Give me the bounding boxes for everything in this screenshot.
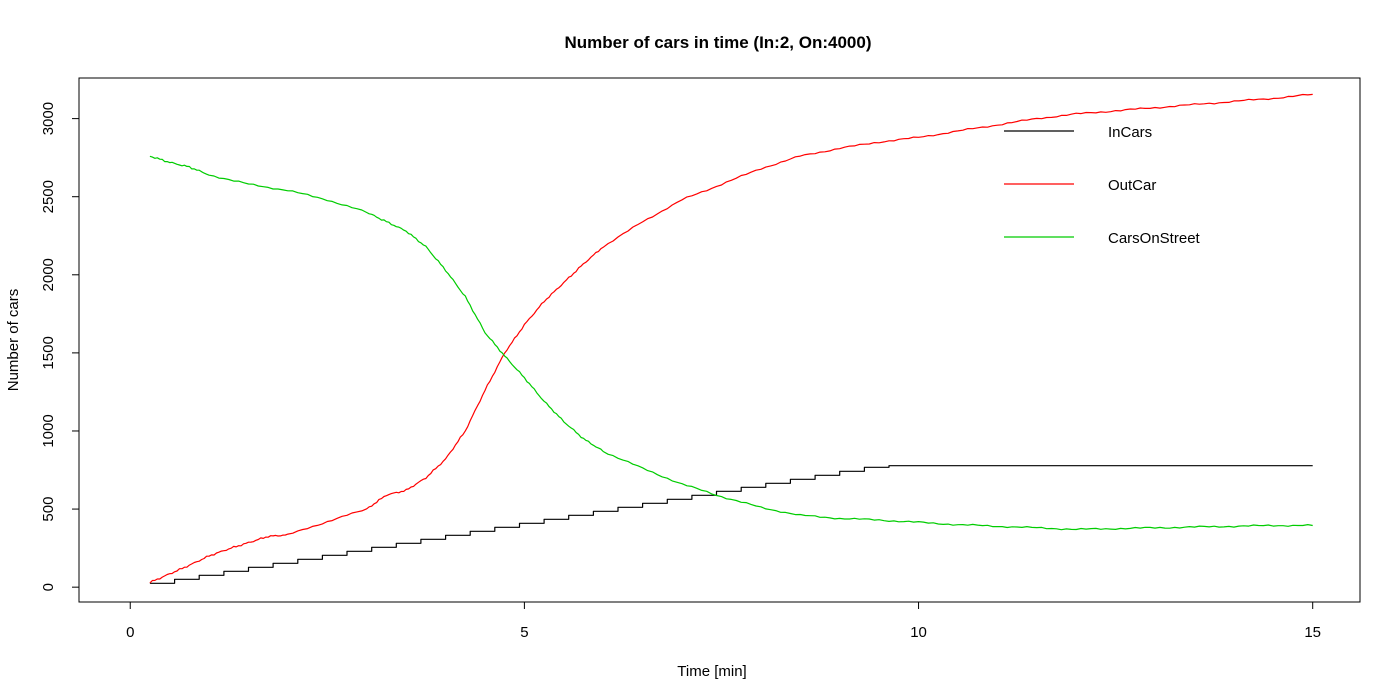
- series-line-incars: [149, 465, 1313, 584]
- y-axis-label: Number of cars: [5, 289, 22, 392]
- y-axis: 0 500 1000 1500 2000 2500 3000: [40, 102, 80, 591]
- x-tick-label: 0: [126, 624, 134, 641]
- x-axis: 0 5 10 15: [126, 601, 1321, 641]
- y-tick-label: 2500: [40, 180, 57, 213]
- y-tick-label: 1000: [40, 414, 57, 447]
- legend-label-outcar: OutCar: [1108, 177, 1156, 194]
- x-tick-label: 10: [910, 624, 927, 641]
- legend-label-carsonstreet: CarsOnStreet: [1108, 230, 1201, 247]
- x-tick-label: 5: [520, 624, 528, 641]
- x-axis-label: Time [min]: [677, 663, 746, 680]
- series-line-carsonstreet: [149, 155, 1313, 531]
- chart-title: Number of cars in time (In:2, On:4000): [564, 33, 871, 52]
- y-tick-label: 500: [40, 497, 57, 522]
- series-layer: [149, 93, 1313, 584]
- x-tick-label: 15: [1304, 624, 1321, 641]
- y-tick-label: 2000: [40, 258, 57, 291]
- y-tick-label: 0: [40, 583, 57, 591]
- y-tick-label: 3000: [40, 102, 57, 135]
- plot-frame: [78, 77, 1361, 603]
- legend-label-incars: InCars: [1108, 124, 1152, 141]
- y-tick-label: 1500: [40, 336, 57, 369]
- series-line-outcar: [149, 93, 1313, 584]
- legend: InCars OutCar CarsOnStreet: [1004, 124, 1201, 247]
